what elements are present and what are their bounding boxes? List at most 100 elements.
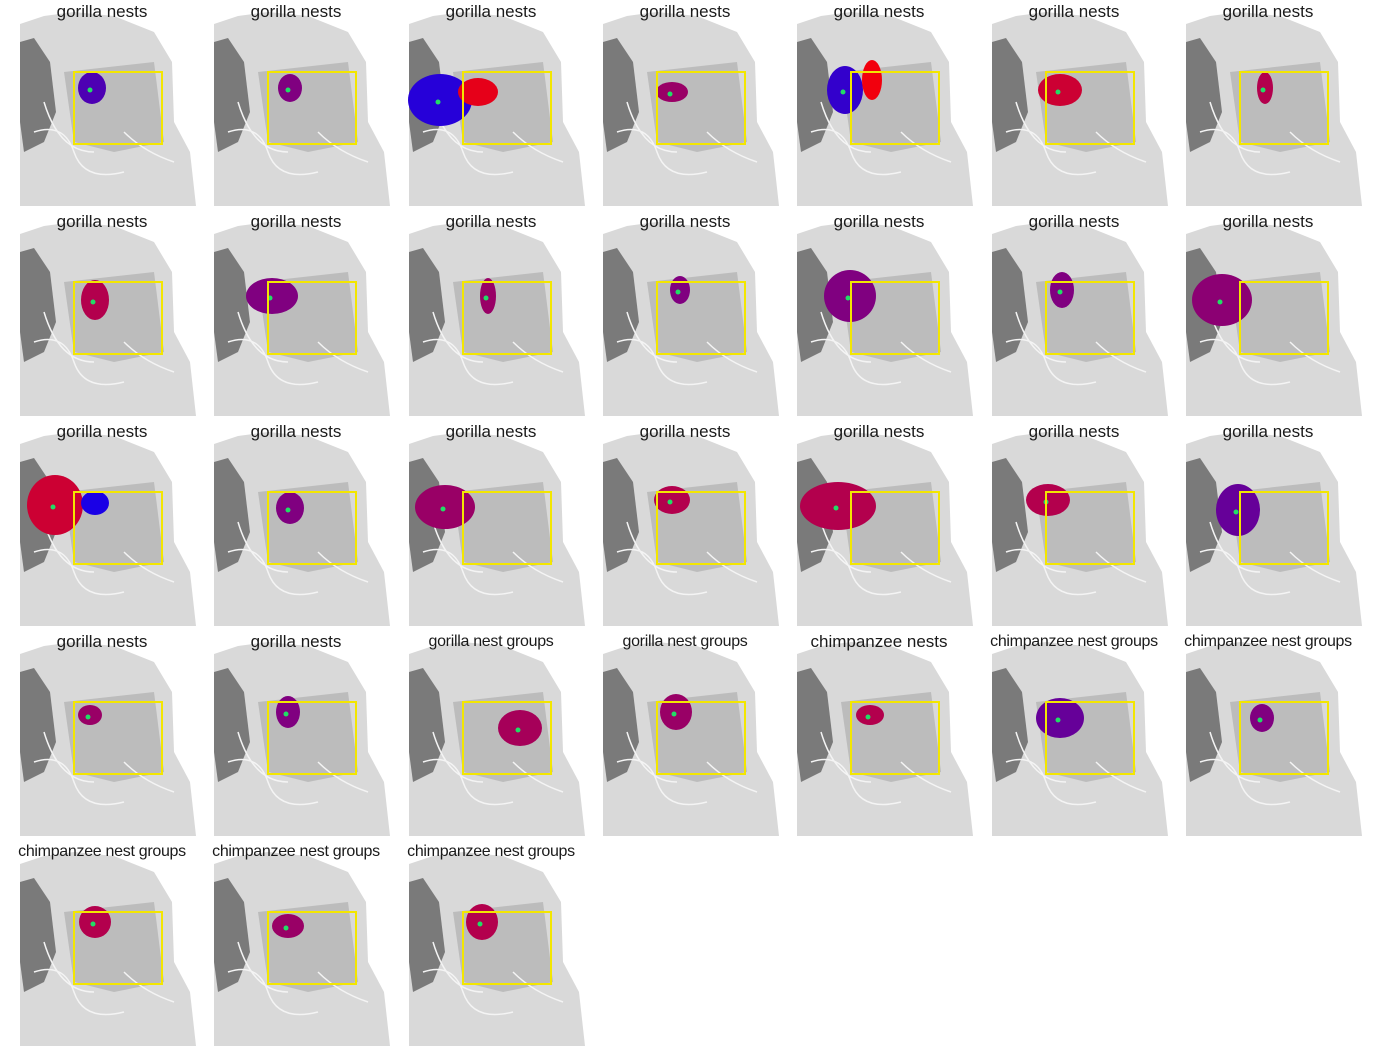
map-panel: gorilla nests <box>4 632 200 842</box>
nest-density-blob <box>278 74 302 102</box>
panel-title: gorilla nests <box>445 212 537 231</box>
terrain-relief <box>797 248 833 362</box>
study-area-box <box>1045 701 1135 775</box>
nest-density-blob <box>458 78 498 106</box>
map-panel: gorilla nests <box>393 2 589 212</box>
map-panel: gorilla nests <box>4 2 200 212</box>
river-lines <box>33 941 175 1016</box>
terrain-map <box>214 222 390 416</box>
terrain-relief <box>992 458 1028 572</box>
river-lines <box>1005 101 1147 176</box>
map-panel: gorilla nest groups <box>587 632 783 842</box>
map-panel: chimpanzee nest groups <box>4 842 200 1052</box>
center-point <box>283 711 289 717</box>
terrain-relief <box>992 38 1028 152</box>
panel-title: gorilla nests <box>833 212 925 231</box>
panel-title: gorilla nests <box>250 212 342 231</box>
map-panel: chimpanzee nest groups <box>198 842 394 1052</box>
terrain-plateau <box>1230 272 1330 362</box>
terrain-map <box>214 642 390 836</box>
center-point <box>285 507 291 513</box>
panel-title: chimpanzee nest groups <box>990 633 1158 650</box>
study-area-box <box>1045 281 1135 355</box>
map-panel: gorilla nests <box>4 422 200 632</box>
terrain-map <box>20 432 196 626</box>
panel-title: gorilla nests <box>833 2 925 21</box>
study-area-box <box>73 911 163 985</box>
study-area-box <box>656 701 746 775</box>
study-area-box <box>462 911 552 985</box>
map-panel: gorilla nests <box>1170 212 1366 422</box>
map-panel: gorilla nests <box>976 212 1172 422</box>
terrain-relief <box>603 248 639 362</box>
center-point <box>90 299 96 305</box>
study-area-box <box>1239 701 1329 775</box>
panel-title: chimpanzee nest groups <box>18 843 186 860</box>
terrain-relief <box>214 458 250 572</box>
terrain-map <box>797 12 973 206</box>
terrain-map <box>214 12 390 206</box>
terrain-map <box>409 642 585 836</box>
center-point <box>87 87 93 93</box>
nest-density-blob <box>827 66 863 114</box>
terrain-relief <box>214 38 250 152</box>
map-panel: gorilla nests <box>976 422 1172 632</box>
study-area-box <box>850 71 940 145</box>
terrain-plateau <box>647 62 747 152</box>
river-lines <box>33 731 175 806</box>
terrain-map <box>1186 432 1362 626</box>
panel-title: gorilla nests <box>1028 2 1120 21</box>
river-lines <box>810 521 952 596</box>
terrain-map <box>409 222 585 416</box>
study-area-box <box>73 701 163 775</box>
study-area-box <box>1239 491 1329 565</box>
river-lines <box>227 941 369 1016</box>
center-point <box>1057 289 1063 295</box>
map-panel: gorilla nests <box>198 2 394 212</box>
river-lines <box>810 731 952 806</box>
map-panel: gorilla nests <box>587 2 783 212</box>
map-panel: gorilla nests <box>587 212 783 422</box>
nest-density-blob <box>78 72 106 104</box>
nest-density-blob <box>272 914 304 938</box>
nest-density-blob <box>81 280 109 320</box>
panel-title: gorilla nests <box>250 632 342 651</box>
terrain-plateau <box>258 902 358 992</box>
terrain-relief <box>20 248 56 362</box>
center-point <box>85 714 91 720</box>
terrain-map <box>992 642 1168 836</box>
study-area-box <box>267 281 357 355</box>
center-point <box>1260 87 1266 93</box>
terrain-plateau <box>841 692 941 782</box>
terrain-map <box>20 642 196 836</box>
nest-density-blob <box>480 278 496 314</box>
study-area-box <box>850 701 940 775</box>
study-area-box <box>462 491 552 565</box>
terrain-plateau <box>64 902 164 992</box>
map-panel: gorilla nests <box>781 422 977 632</box>
terrain-plateau <box>64 62 164 152</box>
terrain-map <box>797 432 973 626</box>
nest-density-blob <box>654 486 690 514</box>
terrain-map <box>992 432 1168 626</box>
nest-density-blob <box>276 696 300 728</box>
terrain-plateau <box>64 272 164 362</box>
river-lines <box>227 731 369 806</box>
terrain-plateau <box>258 692 358 782</box>
study-area-box <box>656 281 746 355</box>
river-lines <box>810 311 952 386</box>
panel-title: gorilla nests <box>1222 212 1314 231</box>
center-point <box>440 506 446 512</box>
study-area-box <box>656 71 746 145</box>
map-panel: gorilla nests <box>1170 422 1366 632</box>
terrain-map <box>214 852 390 1046</box>
terrain-map <box>603 12 779 206</box>
terrain-relief <box>214 878 250 992</box>
nest-density-blob <box>1026 484 1070 516</box>
terrain-plateau <box>453 272 553 362</box>
center-point <box>515 727 521 733</box>
panel-title: chimpanzee nest groups <box>407 843 575 860</box>
terrain-relief <box>603 38 639 152</box>
nest-density-blob <box>656 82 688 102</box>
